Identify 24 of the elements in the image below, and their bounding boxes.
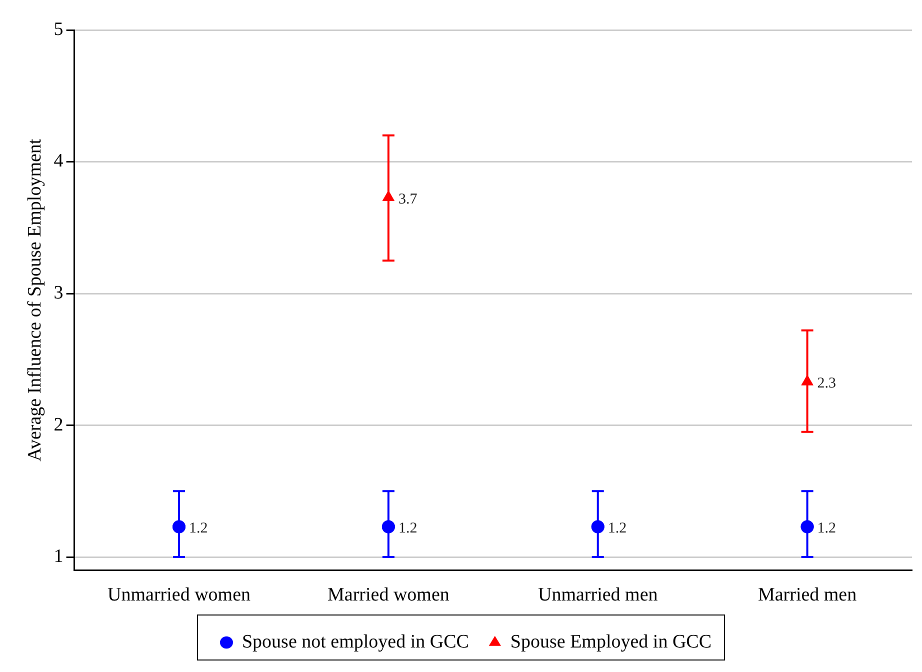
y-tick-label: 5 (54, 18, 64, 40)
data-label: 1.2 (608, 520, 627, 537)
data-label: 1.2 (398, 520, 418, 537)
point (382, 520, 395, 534)
data-label: 3.7 (398, 191, 418, 208)
point (802, 375, 813, 386)
x-tick-label: Married women (327, 584, 450, 606)
y-tick-label: 4 (54, 150, 64, 172)
y-axis-title: Average Influence of Spouse Employment (24, 138, 46, 462)
data-label: 1.2 (189, 520, 208, 537)
point (382, 190, 394, 201)
legend-label: Spouse not employed in GCC (242, 631, 469, 652)
x-tick-label: Unmarried men (538, 584, 658, 606)
data-label: 1.2 (817, 520, 836, 537)
y-tick-label: 1 (54, 546, 64, 568)
x-tick-label: Married men (758, 584, 858, 606)
point (591, 520, 604, 534)
y-tick-label: 2 (54, 414, 64, 436)
legend-label: Spouse Employed in GCC (510, 631, 712, 652)
point (800, 520, 814, 534)
y-tick-label: 3 (54, 282, 64, 304)
data-label: 2.3 (817, 376, 836, 392)
x-tick-label: Unmarried women (108, 584, 252, 606)
point (172, 520, 186, 534)
